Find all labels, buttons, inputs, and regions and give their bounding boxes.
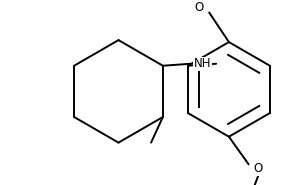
Text: NH: NH bbox=[194, 57, 211, 70]
Text: O: O bbox=[195, 1, 204, 14]
Text: O: O bbox=[254, 162, 263, 175]
